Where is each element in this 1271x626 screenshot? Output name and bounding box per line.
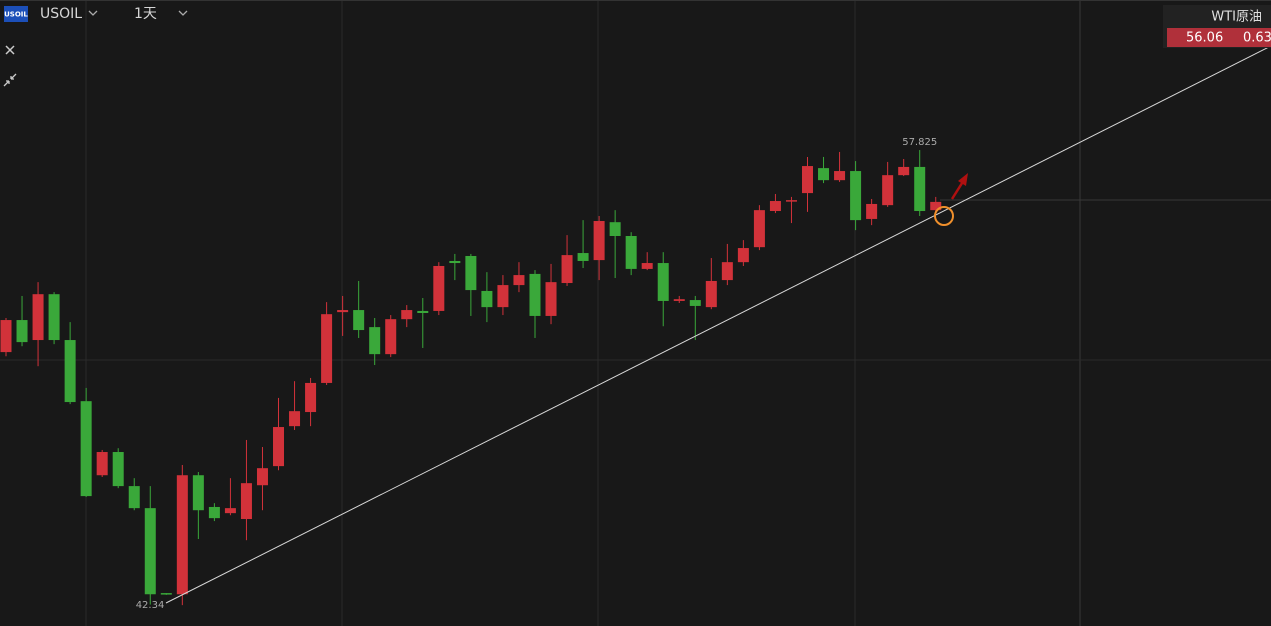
highlight-circle [934,206,954,226]
dropdown-arrow[interactable] [88,10,98,16]
candle-body [176,475,188,595]
candle-body [240,483,252,520]
candle-body [769,201,781,212]
candle-body [208,506,220,519]
high-label: 57.825 [902,137,937,148]
candle-body [192,475,204,511]
candle-body [561,255,573,284]
candle-body [449,260,461,264]
candle-body [593,221,605,261]
candle-body [818,168,830,181]
candle-body [16,320,28,343]
candle-body [481,290,493,308]
candle-body [673,299,685,301]
quote-bar [1167,28,1271,47]
candle-body [802,166,813,194]
candle-body [721,262,733,281]
candle-body [289,411,301,427]
candle-body [657,263,669,301]
candle-body [128,486,140,509]
candle-body [321,314,333,383]
candle-body [785,200,797,202]
trend-line[interactable] [165,45,1271,604]
arrow-head [958,173,968,186]
interval[interactable]: 1天 [134,6,157,22]
dropdown-arrow[interactable] [178,10,188,16]
candle-body [737,248,749,263]
candle-body [529,273,541,316]
candle-body [577,253,589,261]
low-label: 42.34 [136,600,165,611]
quote-name: WTI原油 [1211,10,1262,25]
candle-body [353,310,365,331]
candle-body [545,282,557,316]
candle-body [882,175,894,206]
candle-body [689,300,701,306]
candle-body [385,319,397,355]
candle-body [866,203,878,219]
candles [0,150,942,606]
candle-body [273,427,285,467]
candle-body [850,171,862,221]
symbol-logo[interactable] [4,6,28,22]
candle-body [112,452,124,487]
candle-body [417,310,429,313]
candle-body [32,294,44,341]
quote-price: 56.06 [1186,31,1223,46]
candle-body [705,280,717,308]
quote-change: 0.63% [1243,31,1271,46]
candle-body [305,382,317,413]
candle-body [433,265,445,311]
candle-body [609,222,621,236]
close-icon[interactable] [5,45,15,55]
candle-body [144,508,156,595]
candle-body [48,294,60,341]
candle-body [625,235,637,269]
candle-body [834,171,846,181]
candle-body [337,310,349,313]
collapse-icon[interactable] [3,73,17,87]
candle-body [64,340,76,403]
candle-body [753,210,765,248]
candle-body [930,201,942,211]
candle-body [256,468,268,486]
candle-body [160,593,172,595]
candle-body [224,508,236,514]
candle-body [898,166,910,176]
candle-body [96,452,108,476]
candle-body [80,401,92,497]
candle-body [0,320,12,353]
logo-text: USOIL [4,11,28,19]
candle-body [465,255,477,291]
candle-body [401,310,413,320]
candle-body [914,166,926,212]
candle-body [497,285,509,308]
candle-body [513,275,525,286]
candle-body [369,327,381,355]
candle-body [641,263,653,269]
symbol-name[interactable]: USOIL [40,6,82,22]
